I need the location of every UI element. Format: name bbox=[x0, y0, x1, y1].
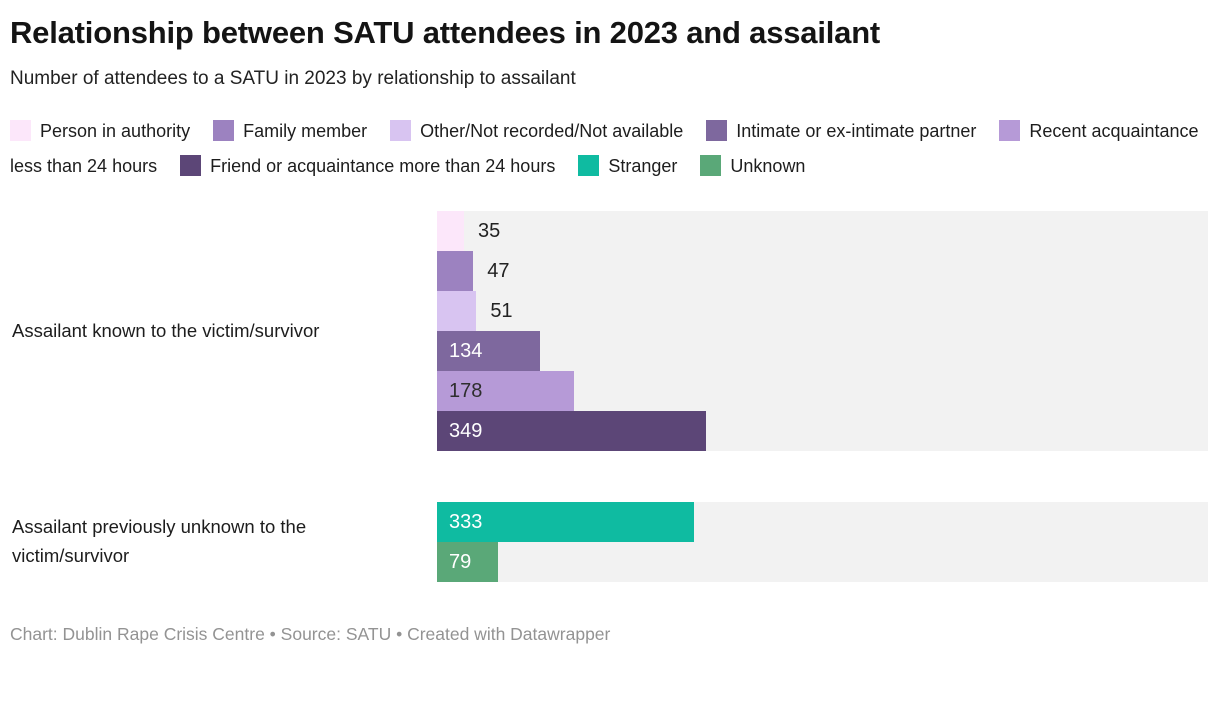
group-label: Assailant previously unknown to the vict… bbox=[12, 516, 307, 566]
group-plot-area: 333 79 bbox=[437, 501, 1208, 582]
legend-swatch bbox=[578, 154, 600, 176]
footer-attribution: Chart: Dublin Rape Crisis Centre • Sourc… bbox=[10, 623, 611, 644]
legend-item-label: Recent acquaintance less than 24 hours bbox=[10, 120, 1199, 176]
legend-item-label: Unknown bbox=[730, 155, 806, 176]
legend-item: Family member bbox=[213, 119, 379, 141]
bar-intimate-or-ex-intimate-partner: 134 bbox=[437, 330, 541, 371]
bar-chart: Assailant known to the victim/survivor 35… bbox=[10, 210, 1208, 582]
bar-value-label: 349 bbox=[449, 419, 483, 442]
bar-unknown: 79 bbox=[437, 541, 498, 582]
bar-value-label: 79 bbox=[449, 550, 472, 573]
legend: Person in authority Family member Other/… bbox=[10, 114, 1208, 184]
bar-friend-or-acquaintance-more-than-24-hours: 349 bbox=[437, 410, 707, 451]
chart-title: Relationship between SATU attendees in 2… bbox=[10, 15, 881, 50]
legend-item-label: Other/Not recorded/Not available bbox=[420, 120, 684, 141]
legend-item: Unknown bbox=[700, 154, 817, 176]
legend-swatch bbox=[700, 154, 722, 176]
bar-row: 35 bbox=[437, 210, 1208, 251]
legend-item: Person in authority bbox=[10, 119, 202, 141]
legend-item-label: Person in authority bbox=[40, 120, 191, 141]
chart-group: Assailant known to the victim/survivor 35… bbox=[10, 210, 1208, 451]
bar-row: 333 bbox=[437, 501, 1208, 542]
legend-swatch bbox=[10, 119, 31, 141]
legend-item-label: Family member bbox=[243, 120, 368, 141]
bar-value-label: 178 bbox=[449, 379, 483, 402]
legend-item-label: Friend or acquaintance more than 24 hour… bbox=[210, 155, 556, 176]
bar-value-label: 51 bbox=[490, 299, 513, 322]
group-plot-area: 35 47 51 134 178 349 bbox=[437, 210, 1208, 451]
chart-container: Relationship between SATU attendees in 2… bbox=[10, 15, 1208, 644]
legend-item: Other/Not recorded/Not available bbox=[390, 119, 695, 141]
legend-item: Intimate or ex-intimate partner bbox=[706, 119, 988, 141]
legend-item: Stranger bbox=[578, 154, 689, 176]
bar-row: 178 bbox=[437, 370, 1208, 411]
group-label: Assailant known to the victim/survivor bbox=[12, 319, 320, 341]
legend-item-label: Stranger bbox=[608, 155, 678, 176]
bar-recent-acquaintance-less-than-24-hours: 178 bbox=[437, 370, 575, 411]
bar-other-not-recorded-not-available: 51 bbox=[437, 290, 513, 331]
legend-swatch bbox=[213, 119, 235, 141]
legend-item-label: Intimate or ex-intimate partner bbox=[736, 120, 977, 141]
legend-item: Recent acquaintance less than 24 hours bbox=[10, 119, 1199, 176]
chart-subtitle: Number of attendees to a SATU in 2023 by… bbox=[10, 68, 576, 90]
bar-row: 79 bbox=[437, 541, 1208, 582]
legend-swatch bbox=[180, 154, 202, 176]
bar-value-label: 47 bbox=[487, 259, 510, 282]
bar-value-label: 134 bbox=[449, 339, 483, 362]
legend-item: Friend or acquaintance more than 24 hour… bbox=[180, 154, 567, 176]
bar-row: 51 bbox=[437, 290, 1208, 331]
legend-swatch bbox=[999, 119, 1021, 141]
bar-family-member: 47 bbox=[437, 250, 509, 291]
bar-value-label: 35 bbox=[477, 219, 501, 242]
bar-row: 134 bbox=[437, 330, 1208, 371]
legend-swatch bbox=[390, 119, 412, 141]
bar-stranger: 333 bbox=[437, 501, 694, 542]
chart-group: Assailant previously unknown to the vict… bbox=[10, 501, 1208, 582]
bar-value-label: 333 bbox=[449, 510, 483, 533]
bar-row: 349 bbox=[437, 410, 1208, 451]
bar-row: 47 bbox=[437, 250, 1208, 291]
legend-swatch bbox=[706, 119, 728, 141]
bar-person-in-authority: 35 bbox=[437, 210, 500, 251]
